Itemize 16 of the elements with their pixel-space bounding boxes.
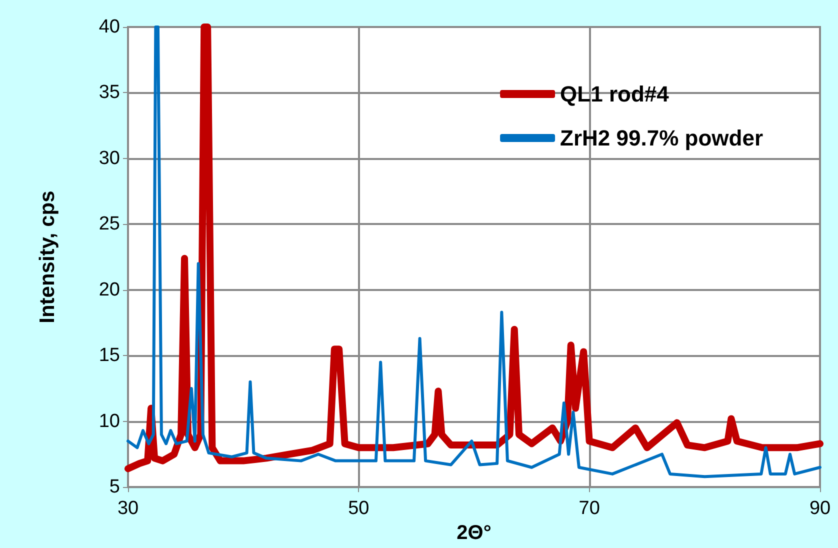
x-tick-label: 30	[117, 498, 139, 520]
x-axis-title: 2Θ°	[456, 522, 492, 544]
x-tick-label: 90	[809, 498, 831, 520]
y-axis-title: Intensity, cps	[36, 190, 59, 324]
y-tick-label: 40	[98, 16, 120, 38]
y-tick-label: 10	[98, 410, 120, 432]
y-tick-label: 35	[98, 82, 120, 104]
y-tick-label: 15	[98, 345, 120, 366]
legend-label: QL1 rod#4	[560, 82, 670, 106]
x-tick-label: 50	[348, 498, 370, 520]
x-tick-label: 70	[578, 498, 600, 520]
legend-label: ZrH2 99.7% powder	[560, 126, 764, 150]
y-tick-label: 30	[98, 148, 120, 169]
y-tick-label: 5	[109, 476, 120, 498]
y-tick-label: 25	[98, 214, 120, 235]
y-tick-label: 20	[98, 279, 120, 300]
